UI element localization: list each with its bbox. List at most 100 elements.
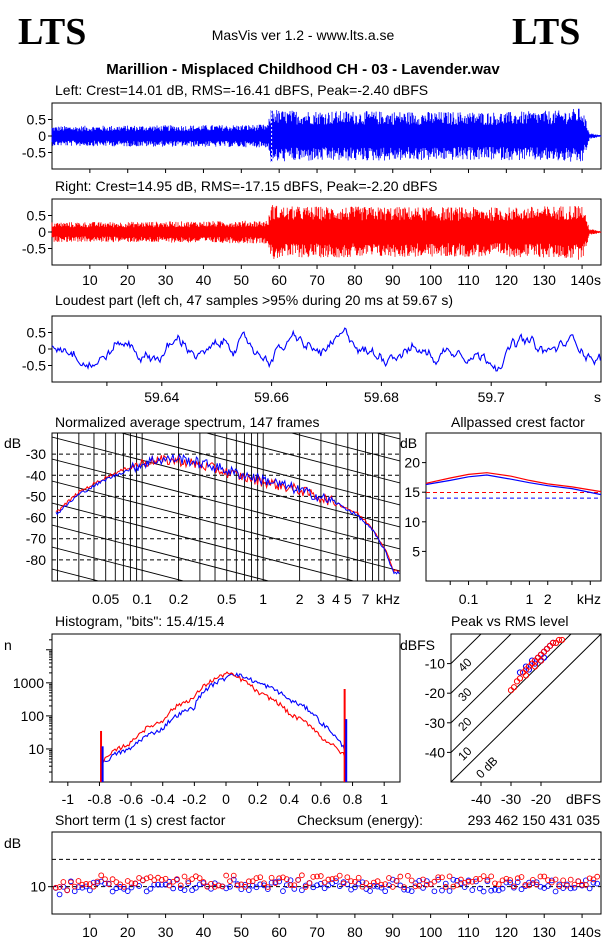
stc-point-right [71,883,78,890]
avg-spectrum-xtick-label: 3 [317,591,325,607]
avg-spectrum-ytick-label: -40 [26,467,46,483]
stc-point-right [579,881,585,888]
stc-point-right [393,877,400,884]
stc-point-right [215,882,222,889]
spectrum-slope-line [52,635,400,725]
stc-point-left [321,885,328,892]
histogram-ytick-label: 100 [21,708,45,724]
loudest-part-xtick-label: 59.66 [254,389,289,405]
avg-spectrum-xtick-label: 4 [332,591,340,607]
left-waveform-ytick-label: 0.5 [27,112,47,128]
stc-point-left [185,880,192,886]
short-term-crest-xunit: s [594,924,601,940]
stc-point-right [306,880,313,886]
stc-point-left [367,888,373,894]
stc-point-right [317,873,324,879]
short-term-crest-xtick-label: 40 [196,924,212,940]
stc-point-right [480,873,487,879]
stc-point-left [336,883,343,890]
right-waveform-xtick-label: 110 [457,272,480,288]
stc-point-left [124,888,131,894]
stc-point-right [405,872,411,879]
stc-point-left [128,884,135,891]
stc-point-right [355,874,362,881]
stc-point-left [299,887,305,894]
loudest-part-xtick-label: 59.7 [478,389,505,405]
avg-spectrum-ytick-label: -50 [26,488,46,504]
histogram-xtick-label: 0 [222,791,230,807]
stc-point-right [196,875,203,881]
allpassed-crest-xtick-label: 2 [544,591,552,607]
stc-point-right [374,878,381,884]
stc-point-right [52,884,59,891]
stc-point-right [56,884,63,890]
allpassed-crest-ylabel: dB [400,435,417,451]
stc-point-right [94,878,101,885]
stc-point-right [128,880,135,887]
stc-point-right [348,878,354,884]
stc-point-right [121,884,127,890]
stc-point-right [594,873,601,880]
stc-point-right [397,873,404,880]
stc-point-right [302,884,309,890]
stc-point-right [359,883,366,890]
right-waveform-title: Right: Crest=14.95 dB, RMS=-17.15 dBFS, … [55,178,437,194]
short-term-crest-xtick-label: 120 [495,924,519,940]
stc-point-right [575,878,582,884]
spectrum-slope-line [52,524,271,581]
stc-point-left [461,884,468,890]
pvr-point-right [534,654,542,661]
histogram-xtick-label: 0.6 [311,791,331,807]
pvr-point-right [549,639,557,646]
stc-point-right [333,875,339,882]
avg-spectrum-xunit: kHz [376,591,400,607]
histogram-title: Histogram, "bits": 15.4/15.4 [55,613,225,629]
stc-point-left [264,886,271,892]
pvr-point-right [522,672,530,679]
stc-point-left [166,878,173,885]
avg-spectrum-ylabel: dB [4,435,21,451]
loudest-part-title: Loudest part (left ch, 47 samples >95% d… [55,292,453,308]
stc-point-right [261,880,267,887]
stc-point-right [234,882,241,889]
stc-point-right [189,876,195,882]
pvr-point-right [513,678,521,685]
stc-point-right [268,874,275,881]
stc-point-left [94,880,101,886]
app-title: MasVis ver 1.2 - www.lts.a.se [212,27,395,43]
histogram-xtick-label: -0.4 [151,791,175,807]
pvr-point-left [531,660,539,667]
stc-point-left [280,888,286,894]
short-term-crest-xtick-label: 50 [234,924,250,940]
stc-point-left [109,888,116,895]
short-term-crest-xtick-label: 80 [347,924,363,940]
avg-spectrum-ytick-label: -60 [26,510,46,526]
stc-point-right [386,875,392,881]
stc-point-left [113,885,120,892]
stc-point-right [83,881,89,887]
stc-point-right [382,881,389,887]
stc-point-right [283,876,290,882]
checksum-label: Checksum (energy): [297,812,423,828]
avg-spectrum-xtick-label: 5 [344,591,352,607]
right-waveform-ytick-label: 0.5 [27,208,47,224]
allpassed-crest-xtick-label: 1 [526,591,534,607]
stc-point-right [230,872,237,879]
stc-point-right [461,879,468,886]
short-term-crest-xtick-label: 70 [309,924,325,940]
logo-left: LTS [18,11,86,53]
stc-point-right [200,879,207,885]
stc-point-left [352,884,358,891]
stc-point-left [499,885,506,892]
stc-point-left [242,881,248,888]
stc-point-right [518,874,525,880]
stc-point-left [545,883,551,889]
stc-point-right [583,882,589,888]
stc-point-left [143,888,150,895]
stc-point-right [68,879,74,886]
stc-point-right [227,878,233,885]
stc-point-right [420,876,426,883]
histogram-xtick-label: -0.6 [119,791,143,807]
stc-point-right [79,881,86,888]
